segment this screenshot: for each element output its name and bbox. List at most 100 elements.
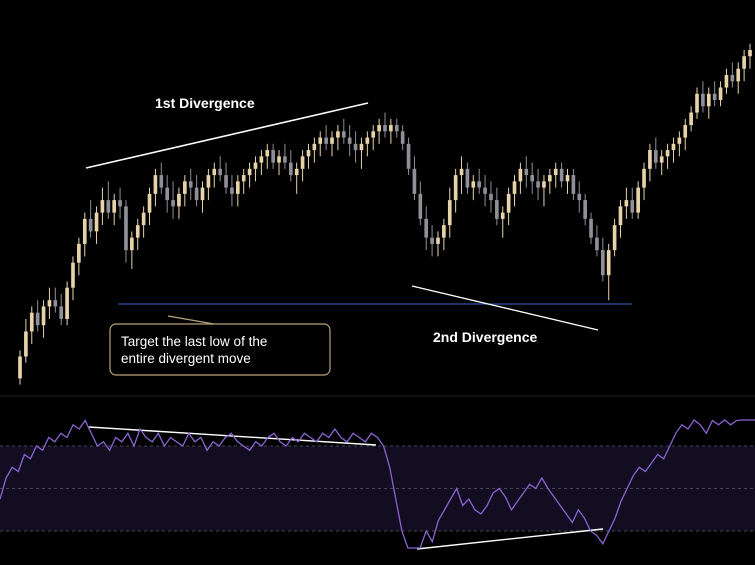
candle-body <box>512 181 517 194</box>
candle-body <box>671 143 676 151</box>
candle-body <box>736 68 741 82</box>
candle-body <box>336 131 340 138</box>
candle-body <box>153 175 158 194</box>
candle-body <box>724 75 729 88</box>
candle-body <box>288 162 293 176</box>
candle-body <box>118 200 122 207</box>
candle-body <box>365 137 370 144</box>
candle-body <box>648 150 652 169</box>
candle-body <box>589 218 593 238</box>
candle-body <box>165 187 170 201</box>
second-divergence-trendline <box>411 285 599 331</box>
candlestick-series <box>18 43 752 385</box>
candle-body <box>471 181 476 188</box>
candle-body <box>177 193 181 207</box>
candle-body <box>147 193 152 213</box>
candle-body <box>701 93 705 107</box>
candle-body <box>183 181 187 194</box>
candle-body <box>65 287 69 319</box>
candle-body <box>577 193 582 201</box>
candle-body <box>718 87 723 101</box>
candle-body <box>29 312 34 332</box>
candle-body <box>206 175 211 188</box>
callout-line-1: Target the last low of the <box>121 334 267 349</box>
candle-body <box>159 175 164 188</box>
candle-body <box>412 168 417 194</box>
candle-body <box>88 218 93 232</box>
candle-body <box>612 225 617 251</box>
candle-body <box>659 156 664 163</box>
candle-body <box>389 125 393 132</box>
candle-body <box>730 75 735 82</box>
candle-body <box>112 200 117 213</box>
candle-body <box>53 300 58 307</box>
candle-body <box>630 200 635 213</box>
candle-body <box>230 187 234 194</box>
candle-body <box>265 150 270 157</box>
candle-body <box>624 200 629 207</box>
candle-body <box>583 200 587 219</box>
candle-body <box>259 156 264 163</box>
candle-body <box>394 125 399 132</box>
candle-body <box>495 200 499 219</box>
candle-body <box>18 356 22 379</box>
candle-body <box>748 50 752 57</box>
candle-body <box>194 187 199 201</box>
candle-body <box>424 218 429 238</box>
candle-body <box>224 175 228 188</box>
callout-line-2: entire divergent move <box>121 351 251 366</box>
candle-body <box>271 150 275 163</box>
callout-box <box>109 323 331 376</box>
candle-body <box>135 225 140 238</box>
candle-body <box>247 168 252 176</box>
candle-body <box>212 168 217 176</box>
candle-body <box>400 131 405 144</box>
candle-body <box>82 218 87 244</box>
candle-body <box>542 181 546 188</box>
candle-body <box>483 187 487 194</box>
candle-body <box>41 306 46 326</box>
candle-body <box>71 262 75 288</box>
candle-body <box>524 168 529 176</box>
candle-body <box>536 181 540 188</box>
candle-body <box>347 137 352 144</box>
candle-body <box>35 312 40 326</box>
candle-body <box>518 168 523 182</box>
candle-body <box>447 200 452 226</box>
candle-body <box>606 250 611 276</box>
candle-body <box>636 187 640 213</box>
candle-body <box>312 143 317 151</box>
candle-body <box>453 175 458 201</box>
candle-body <box>442 225 446 238</box>
candle-body <box>341 131 346 138</box>
candle-body <box>77 243 81 263</box>
candle-body <box>742 56 746 69</box>
candle-body <box>418 193 423 219</box>
candle-body <box>706 93 711 107</box>
candle-body <box>695 93 699 113</box>
candle-body <box>642 168 646 188</box>
candle-body <box>141 212 146 226</box>
candle-body <box>465 168 470 188</box>
candle-body <box>306 150 311 157</box>
candle-body <box>124 206 128 251</box>
candle-body <box>383 125 387 132</box>
candle-body <box>677 137 682 144</box>
candle-body <box>253 162 258 169</box>
candle-body <box>294 168 299 176</box>
second-divergence-label: 2nd Divergence <box>433 329 537 345</box>
candle-body <box>377 125 381 132</box>
candle-body <box>665 150 670 157</box>
oscillator-first-divergence-trendline <box>88 426 377 446</box>
candle-body <box>653 150 658 163</box>
candle-body <box>489 193 493 201</box>
candle-body <box>100 200 105 213</box>
candle-body <box>24 331 28 357</box>
candle-body <box>359 143 364 151</box>
candle-body <box>548 175 552 182</box>
candle-body <box>500 212 505 219</box>
candle-body <box>371 131 376 138</box>
candle-body <box>683 125 688 138</box>
oscillator-band <box>0 446 755 531</box>
